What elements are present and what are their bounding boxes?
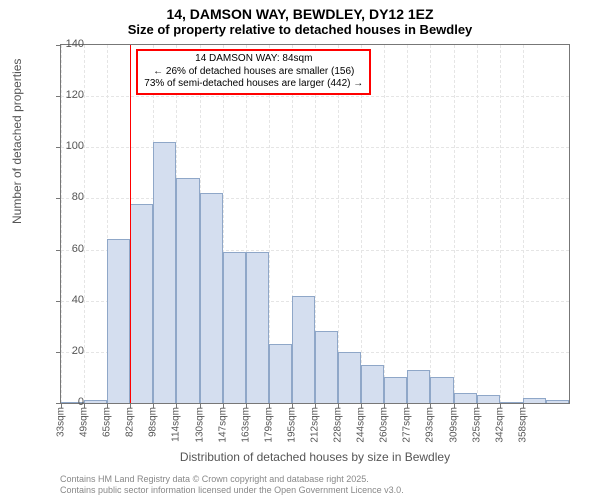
histogram-bar bbox=[292, 296, 315, 403]
xtick-label: 277sqm bbox=[402, 407, 413, 443]
ytick-label: 120 bbox=[44, 89, 84, 101]
xtick-label: 65sqm bbox=[102, 407, 113, 437]
xtick-label: 228sqm bbox=[333, 407, 344, 443]
gridline-v bbox=[84, 45, 85, 403]
xtick-label: 49sqm bbox=[79, 407, 90, 437]
gridline-v bbox=[384, 45, 385, 403]
xtick-label: 309sqm bbox=[448, 407, 459, 443]
title-main: 14, DAMSON WAY, BEWDLEY, DY12 1EZ bbox=[0, 0, 600, 22]
annotation-line3: 73% of semi-detached houses are larger (… bbox=[144, 78, 363, 91]
xtick-label: 114sqm bbox=[171, 407, 182, 442]
gridline-v bbox=[407, 45, 408, 403]
histogram-bar bbox=[84, 400, 107, 403]
title-sub: Size of property relative to detached ho… bbox=[0, 22, 600, 41]
chart-plot-area: 14 DAMSON WAY: 84sqm ← 26% of detached h… bbox=[60, 44, 570, 404]
xtick-label: 82sqm bbox=[125, 407, 136, 437]
histogram-bar bbox=[107, 239, 130, 403]
annotation-line1: 14 DAMSON WAY: 84sqm bbox=[144, 53, 363, 66]
xtick-label: 212sqm bbox=[310, 407, 321, 443]
xtick-label: 195sqm bbox=[286, 407, 297, 443]
xtick-label: 163sqm bbox=[240, 407, 251, 443]
histogram-bar bbox=[454, 393, 477, 403]
ytick-label: 20 bbox=[44, 345, 84, 357]
histogram-bar bbox=[500, 402, 523, 403]
histogram-bar bbox=[176, 178, 199, 403]
ytick-label: 100 bbox=[44, 140, 84, 152]
gridline-v bbox=[430, 45, 431, 403]
xtick-label: 260sqm bbox=[379, 407, 390, 443]
gridline-v bbox=[338, 45, 339, 403]
xtick-label: 244sqm bbox=[356, 407, 367, 443]
annotation-box: 14 DAMSON WAY: 84sqm ← 26% of detached h… bbox=[136, 49, 371, 95]
ytick-label: 140 bbox=[44, 38, 84, 50]
ytick-label: 80 bbox=[44, 191, 84, 203]
footer-attribution: Contains HM Land Registry data © Crown c… bbox=[60, 474, 404, 496]
ytick-label: 60 bbox=[44, 243, 84, 255]
histogram-bar bbox=[477, 395, 500, 403]
histogram-bar bbox=[546, 400, 569, 403]
ytick-label: 40 bbox=[44, 294, 84, 306]
y-axis-title: Number of detached properties bbox=[10, 59, 24, 224]
histogram-bar bbox=[153, 142, 176, 403]
x-axis-title: Distribution of detached houses by size … bbox=[60, 450, 570, 464]
xtick-label: 342sqm bbox=[494, 407, 505, 443]
xtick-label: 325sqm bbox=[471, 407, 482, 443]
xtick-label: 179sqm bbox=[263, 407, 274, 443]
gridline-v bbox=[523, 45, 524, 403]
xtick-label: 33sqm bbox=[56, 407, 67, 437]
histogram-bar bbox=[315, 331, 338, 403]
xtick-label: 293sqm bbox=[425, 407, 436, 443]
histogram-bar bbox=[407, 370, 430, 403]
xtick-label: 130sqm bbox=[194, 407, 205, 443]
histogram-bar bbox=[200, 193, 223, 403]
histogram-bar bbox=[246, 252, 269, 403]
gridline-v bbox=[454, 45, 455, 403]
gridline-v bbox=[361, 45, 362, 403]
xtick-label: 98sqm bbox=[148, 407, 159, 437]
histogram-bar bbox=[361, 365, 384, 403]
ytick-label: 0 bbox=[44, 396, 84, 408]
histogram-bar bbox=[269, 344, 292, 403]
footer-line2: Contains public sector information licen… bbox=[60, 485, 404, 496]
histogram-bar bbox=[384, 377, 407, 403]
histogram-bar bbox=[338, 352, 361, 403]
footer-line1: Contains HM Land Registry data © Crown c… bbox=[60, 474, 404, 485]
histogram-bar bbox=[223, 252, 246, 403]
histogram-bar bbox=[430, 377, 453, 403]
gridline-v bbox=[500, 45, 501, 403]
xtick-label: 358sqm bbox=[517, 407, 528, 443]
gridline-v bbox=[477, 45, 478, 403]
annotation-line2: ← 26% of detached houses are smaller (15… bbox=[144, 66, 363, 79]
property-marker-line bbox=[130, 45, 131, 403]
histogram-bar bbox=[130, 204, 153, 403]
xtick-label: 147sqm bbox=[217, 407, 228, 443]
histogram-bar bbox=[523, 398, 546, 403]
